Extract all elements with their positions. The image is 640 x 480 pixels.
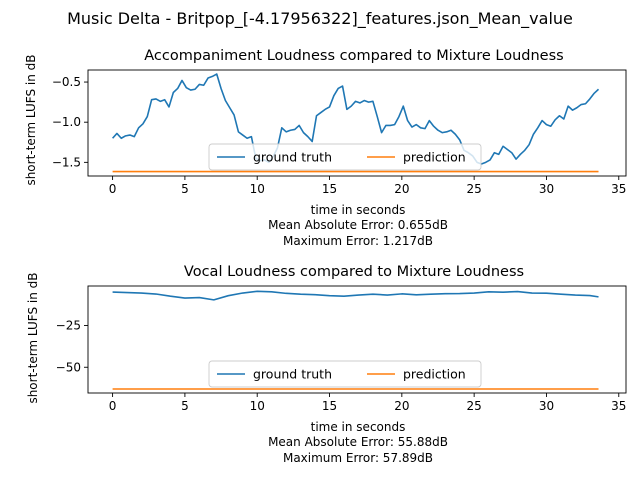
panel-vocal: Vocal Loudness compared to Mixture Loudn… [26, 264, 627, 465]
x-tick-label: 0 [109, 399, 117, 413]
x-tick-label: 15 [322, 182, 337, 196]
x-tick-label: 15 [322, 399, 337, 413]
figure-suptitle: Music Delta - Britpop_[-4.17956322]_feat… [67, 9, 573, 29]
x-tick-label: 10 [250, 399, 265, 413]
y-tick-label: −0.5 [52, 75, 81, 89]
x-tick-label: 30 [539, 182, 554, 196]
x-tick-label: 5 [181, 399, 189, 413]
legend-entry-label: prediction [403, 150, 466, 165]
x-tick-label: 35 [611, 182, 626, 196]
panel-title: Accompaniment Loudness compared to Mixtu… [144, 48, 563, 64]
x-tick-label: 30 [539, 399, 554, 413]
x-tick-label: 25 [467, 399, 482, 413]
legend-box [208, 360, 482, 388]
x-axis-label: time in seconds [311, 420, 406, 434]
mean-absolute-error-text: Mean Absolute Error: 0.655dB [268, 218, 448, 232]
y-tick-label: −1.0 [52, 115, 81, 129]
x-tick-label: 5 [181, 182, 189, 196]
y-tick-label: −1.5 [52, 155, 81, 169]
legend: ground truth prediction [208, 360, 482, 388]
legend-entry-label: prediction [403, 367, 466, 382]
series-line-ground-truth [111, 73, 600, 165]
x-axis-label: time in seconds [311, 203, 406, 217]
y-axis-label: short-term LUFS in dB [24, 54, 38, 185]
panel-plot-area: 0 5 10 15 20 25 30 35 −1.5 −1.0 −0.5 ground truth pr… [52, 69, 627, 196]
x-tick-label: 20 [394, 182, 409, 196]
y-axis-label: short-term LUFS in dB [26, 272, 40, 403]
x-tick-label: 20 [394, 399, 409, 413]
legend: ground truth prediction [208, 143, 482, 171]
axes-frame [87, 69, 627, 177]
panel-plot-area: 0 5 10 15 20 25 30 35 −50 −25 ground truth predicti… [56, 285, 627, 413]
panel-title: Vocal Loudness compared to Mixture Loudn… [184, 264, 524, 280]
maximum-error-text: Maximum Error: 1.217dB [283, 234, 433, 248]
legend-box [208, 143, 482, 171]
x-tick-label: 25 [467, 182, 482, 196]
y-tick-label: −50 [56, 360, 81, 374]
panel-accompaniment: Accompaniment Loudness compared to Mixtu… [24, 48, 627, 248]
x-tick-label: 0 [109, 182, 117, 196]
legend-entry-label: ground truth [253, 150, 332, 165]
mean-absolute-error-text: Mean Absolute Error: 55.88dB [268, 435, 448, 449]
axes-frame [87, 285, 627, 394]
x-tick-label: 10 [250, 182, 265, 196]
x-tick-label: 35 [611, 399, 626, 413]
series-line-ground-truth [112, 290, 599, 301]
legend-entry-label: ground truth [253, 367, 332, 382]
maximum-error-text: Maximum Error: 57.89dB [283, 451, 433, 465]
y-tick-label: −25 [56, 318, 81, 332]
